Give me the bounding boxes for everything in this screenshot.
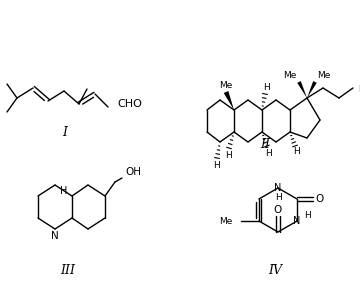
Text: O: O [274, 205, 282, 215]
Text: H: H [213, 160, 220, 170]
Text: IV: IV [268, 263, 282, 276]
Polygon shape [307, 81, 317, 98]
Text: H: H [60, 186, 68, 196]
Text: H: H [264, 84, 270, 92]
Text: I: I [63, 125, 68, 139]
Text: OH: OH [125, 167, 141, 177]
Text: H: H [304, 210, 310, 220]
Text: Me: Me [358, 86, 360, 94]
Text: H: H [226, 150, 232, 160]
Text: H: H [266, 148, 273, 158]
Text: Me: Me [317, 71, 330, 80]
Text: O: O [315, 194, 323, 204]
Text: III: III [60, 263, 76, 276]
Text: H: H [294, 148, 300, 156]
Polygon shape [297, 81, 307, 98]
Text: Me: Me [219, 82, 233, 90]
Text: N: N [51, 231, 59, 241]
Text: II: II [260, 139, 270, 152]
Text: Me: Me [284, 71, 297, 80]
Text: Me: Me [220, 216, 233, 226]
Text: H: H [275, 193, 282, 203]
Text: CHO: CHO [117, 99, 142, 109]
Polygon shape [224, 91, 234, 110]
Text: N: N [274, 183, 282, 193]
Text: N: N [293, 216, 301, 226]
